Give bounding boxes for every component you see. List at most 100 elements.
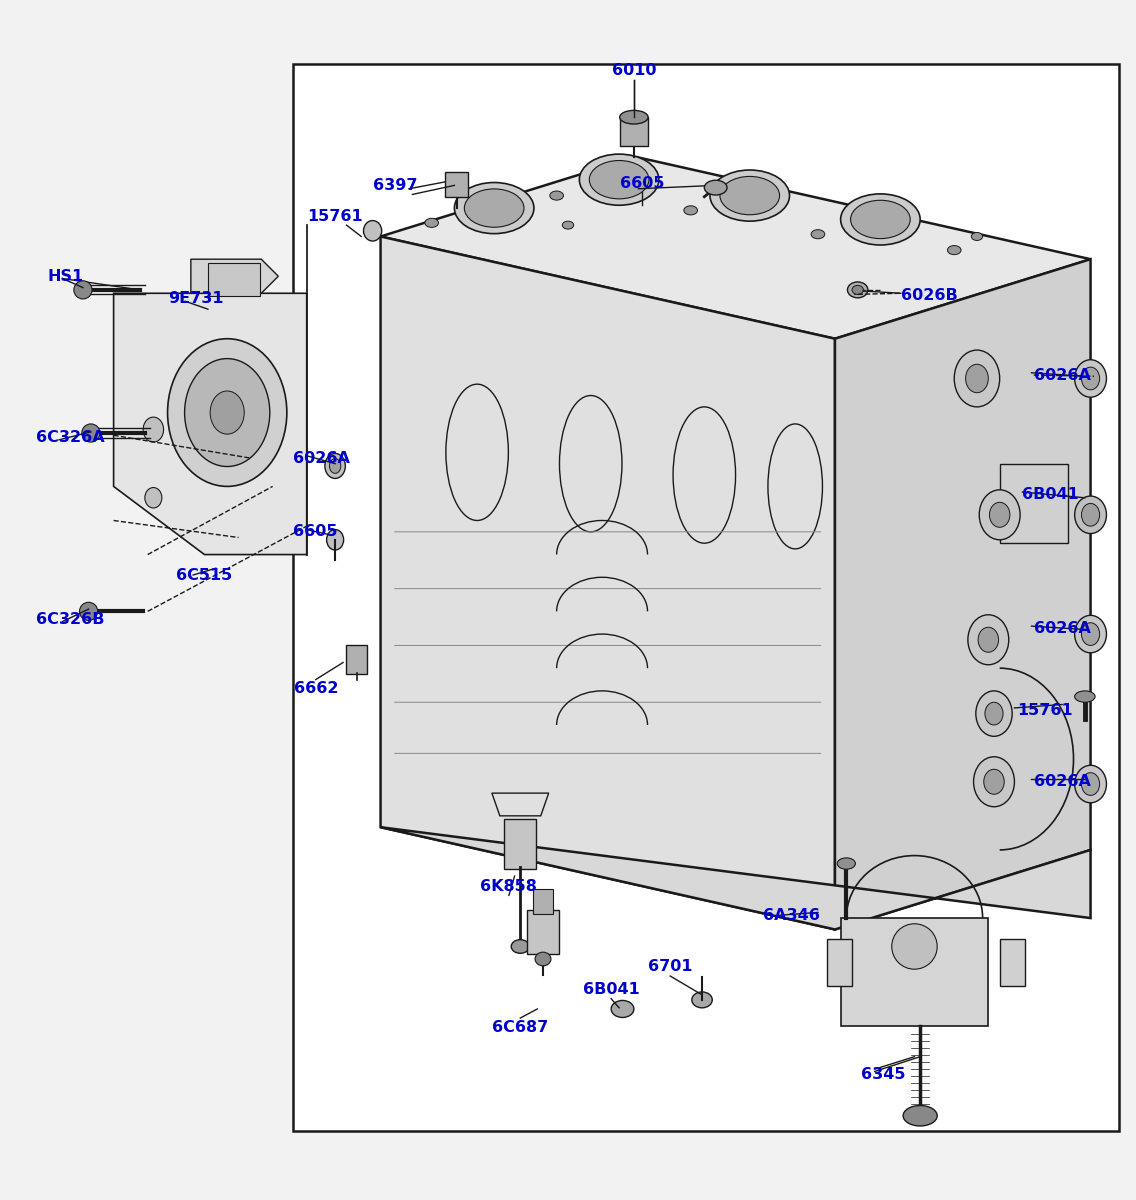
Text: 6026A: 6026A <box>1034 774 1091 790</box>
FancyBboxPatch shape <box>1000 938 1025 986</box>
Ellipse shape <box>535 952 551 966</box>
Ellipse shape <box>1081 623 1100 646</box>
Ellipse shape <box>1075 360 1106 397</box>
Ellipse shape <box>841 194 920 245</box>
Text: 6B041: 6B041 <box>583 982 640 997</box>
FancyBboxPatch shape <box>208 263 260 295</box>
Polygon shape <box>381 827 1091 930</box>
Ellipse shape <box>704 180 727 196</box>
Ellipse shape <box>892 924 937 970</box>
Text: 6662: 6662 <box>293 682 339 696</box>
Text: 6A346: 6A346 <box>763 908 820 923</box>
FancyBboxPatch shape <box>1000 463 1068 544</box>
FancyBboxPatch shape <box>533 888 553 913</box>
Circle shape <box>82 424 100 442</box>
Text: 6C687: 6C687 <box>492 1020 549 1034</box>
Ellipse shape <box>976 691 1012 737</box>
Text: 6026B: 6026B <box>901 288 958 304</box>
Ellipse shape <box>327 529 343 550</box>
Ellipse shape <box>1075 766 1106 803</box>
FancyBboxPatch shape <box>827 938 852 986</box>
FancyBboxPatch shape <box>445 172 468 197</box>
Ellipse shape <box>968 614 1009 665</box>
Ellipse shape <box>1075 691 1095 702</box>
Ellipse shape <box>811 229 825 239</box>
Ellipse shape <box>851 200 910 239</box>
Ellipse shape <box>947 246 961 254</box>
Bar <box>293 64 1119 1130</box>
Ellipse shape <box>852 286 863 294</box>
Ellipse shape <box>145 487 162 508</box>
Text: 6397: 6397 <box>373 178 418 193</box>
Ellipse shape <box>168 338 287 486</box>
Ellipse shape <box>966 365 988 392</box>
Ellipse shape <box>1081 367 1100 390</box>
Text: 6010: 6010 <box>611 64 657 78</box>
FancyBboxPatch shape <box>346 646 367 674</box>
Ellipse shape <box>1075 616 1106 653</box>
Ellipse shape <box>985 702 1003 725</box>
Ellipse shape <box>611 1001 634 1018</box>
Ellipse shape <box>425 218 438 227</box>
Ellipse shape <box>185 359 270 467</box>
FancyBboxPatch shape <box>527 910 559 954</box>
Text: 15761: 15761 <box>308 209 362 223</box>
Ellipse shape <box>511 940 529 953</box>
Ellipse shape <box>692 992 712 1008</box>
Text: 6026A: 6026A <box>1034 367 1091 383</box>
Text: 6K858: 6K858 <box>481 878 537 894</box>
FancyBboxPatch shape <box>620 118 648 145</box>
Ellipse shape <box>364 221 382 241</box>
Polygon shape <box>835 259 1091 930</box>
Text: c a t a l o g: c a t a l o g <box>558 634 760 668</box>
Circle shape <box>80 602 98 620</box>
FancyBboxPatch shape <box>841 918 988 1026</box>
Text: 6605: 6605 <box>619 175 665 191</box>
Ellipse shape <box>454 182 534 234</box>
Ellipse shape <box>979 490 1020 540</box>
Ellipse shape <box>978 628 999 653</box>
Ellipse shape <box>954 350 1000 407</box>
Ellipse shape <box>847 282 868 298</box>
Ellipse shape <box>579 154 659 205</box>
Polygon shape <box>381 236 835 930</box>
Text: 6605: 6605 <box>293 524 337 539</box>
Ellipse shape <box>465 188 524 227</box>
Text: 6C326A: 6C326A <box>36 430 105 445</box>
Ellipse shape <box>684 206 698 215</box>
Ellipse shape <box>1081 773 1100 796</box>
Ellipse shape <box>562 221 574 229</box>
Ellipse shape <box>210 391 244 434</box>
Ellipse shape <box>590 161 649 199</box>
Ellipse shape <box>143 418 164 442</box>
Text: 15761: 15761 <box>1017 703 1072 718</box>
Ellipse shape <box>903 1105 937 1126</box>
Ellipse shape <box>974 757 1014 806</box>
Ellipse shape <box>989 503 1010 527</box>
FancyBboxPatch shape <box>504 820 536 869</box>
Text: 9E731: 9E731 <box>168 292 224 306</box>
Text: 6026A: 6026A <box>1034 620 1091 636</box>
Polygon shape <box>114 293 307 554</box>
Ellipse shape <box>710 170 790 221</box>
Text: HS1: HS1 <box>48 269 84 283</box>
Ellipse shape <box>329 458 341 473</box>
Polygon shape <box>381 157 1091 338</box>
Ellipse shape <box>837 858 855 869</box>
Text: 6C326B: 6C326B <box>36 612 105 626</box>
Ellipse shape <box>984 769 1004 794</box>
Text: 6C515: 6C515 <box>176 568 233 582</box>
Text: 6345: 6345 <box>861 1067 905 1082</box>
Circle shape <box>74 281 92 299</box>
Ellipse shape <box>1075 496 1106 534</box>
Ellipse shape <box>325 454 345 479</box>
Text: scenic: scenic <box>523 522 841 610</box>
Ellipse shape <box>620 110 649 124</box>
Polygon shape <box>191 259 278 293</box>
Ellipse shape <box>971 233 983 240</box>
Text: 6701: 6701 <box>648 960 693 974</box>
Ellipse shape <box>550 191 563 200</box>
Text: 6B041: 6B041 <box>1022 487 1079 502</box>
Ellipse shape <box>1081 504 1100 526</box>
Text: 6026A: 6026A <box>293 450 350 466</box>
